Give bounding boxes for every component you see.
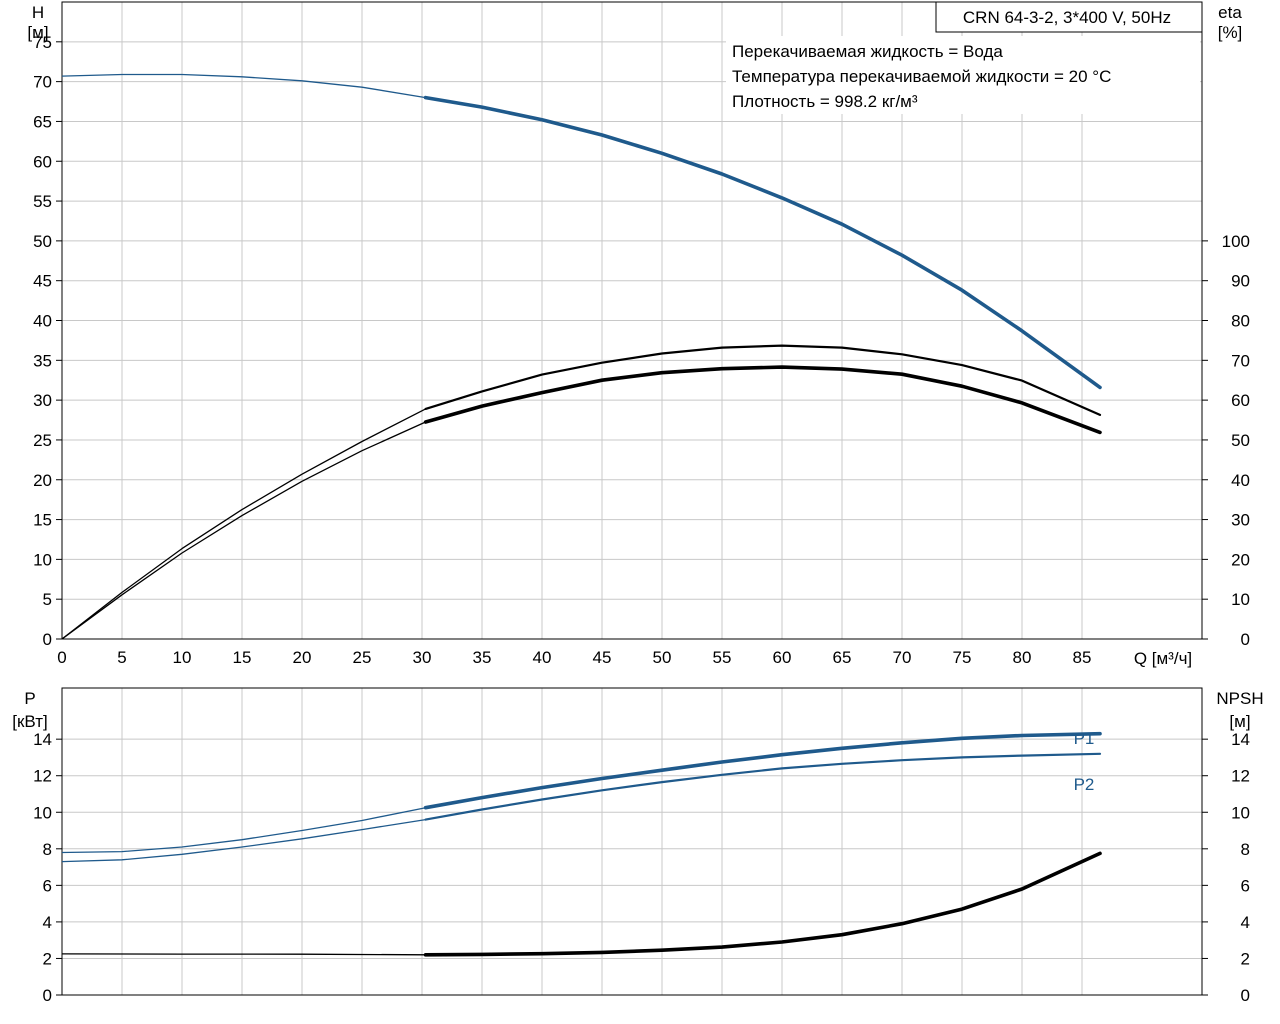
series-0-2-curve-extended	[61, 421, 426, 640]
y-left-tick-label: 35	[33, 351, 52, 370]
series-0-0-curve-operating	[423, 95, 1102, 390]
y-left-tick-label: 2	[43, 949, 52, 968]
y-left-tick-label: 30	[33, 391, 52, 410]
y-left-tick-label: 0	[43, 986, 52, 1005]
y-left-tick-label: 70	[33, 73, 52, 92]
x-tick-label: 10	[173, 648, 192, 667]
x-tick-label: 65	[833, 648, 852, 667]
y-left-tick-label: 10	[33, 803, 52, 822]
p2-curve-operating	[424, 752, 1102, 821]
p2-series-label: P2	[1074, 775, 1095, 794]
y-left-tick-label: 60	[33, 152, 52, 171]
x-tick-label: 35	[473, 648, 492, 667]
y-left-tick-label: 12	[33, 767, 52, 786]
x-axis-label: Q [м³/ч]	[1134, 649, 1192, 668]
p1-curve-operating	[423, 731, 1102, 810]
y-left-tick-label: 14	[33, 730, 52, 749]
x-tick-label: 70	[893, 648, 912, 667]
x-tick-label: 0	[57, 648, 66, 667]
y-right-tick-label: 90	[1231, 272, 1250, 291]
x-tick-label: 75	[953, 648, 972, 667]
x-tick-label: 40	[533, 648, 552, 667]
p-axis-label: P	[24, 689, 35, 708]
head-efficiency-panel: 0 5 10 15 20 25 30 35 40 45 50 55 60 65 70 75 80 85 0 5 10 15…	[27, 1, 1250, 668]
y-left-tick-label: 75	[33, 33, 52, 52]
model-title: CRN 64-3-2, 3*400 V, 50Hz	[963, 8, 1171, 27]
bottom-tick-labels: 0 2 4 6 8 10 12 14 0 2 4 6 8 10 12 14	[33, 730, 1250, 1005]
x-tick-label: 25	[353, 648, 372, 667]
y-right-tick-label: 8	[1241, 840, 1250, 859]
y-right-tick-label: 0	[1241, 630, 1250, 649]
p1-curve-extended	[61, 807, 426, 854]
y-right-tick-label: 12	[1231, 767, 1250, 786]
y-right-tick-label: 100	[1222, 232, 1250, 251]
x-tick-label: 45	[593, 648, 612, 667]
y-right-tick-label: 10	[1231, 590, 1250, 609]
y-right-tick-label: 0	[1241, 986, 1250, 1005]
y-left-tick-label: 5	[43, 590, 52, 609]
p2-curve-extended	[61, 818, 426, 863]
x-tick-label: 30	[413, 648, 432, 667]
y-left-tick-label: 65	[33, 112, 52, 131]
y-right-tick-label: 50	[1231, 431, 1250, 450]
x-tick-label: 60	[773, 648, 792, 667]
info-line-density: Плотность = 998.2 кг/м³	[732, 92, 918, 111]
y-left-tick-label: 50	[33, 232, 52, 251]
model-box	[935, 1, 1203, 33]
info-line-liquid: Перекачиваемая жидкость = Вода	[732, 42, 1003, 61]
series-0-2-curve-operating	[423, 365, 1102, 435]
bottom-series	[61, 731, 1102, 957]
p1-series-label: P1	[1074, 729, 1095, 748]
y-left-tick-label: 8	[43, 840, 52, 859]
y-right-tick-label: 20	[1231, 550, 1250, 569]
y-left-tick-label: 45	[33, 272, 52, 291]
x-tick-label: 55	[713, 648, 732, 667]
x-tick-label: 15	[233, 648, 252, 667]
series-1-2-curve-extended	[61, 953, 426, 956]
y-right-tick-label: 60	[1231, 391, 1250, 410]
y-left-tick-label: 55	[33, 192, 52, 211]
bottom-plot-frame	[61, 687, 1203, 996]
y-right-tick-label: 40	[1231, 471, 1250, 490]
y-right-tick-label: 14	[1231, 730, 1250, 749]
x-tick-label: 20	[293, 648, 312, 667]
y-left-unit: [м]	[27, 23, 48, 42]
x-tick-label: 85	[1073, 648, 1092, 667]
top-series	[61, 73, 1102, 640]
series-0-1-curve-extended	[61, 408, 426, 640]
npsh-axis-label: NPSH	[1216, 689, 1263, 708]
y-left-tick-label: 6	[43, 876, 52, 895]
y-right-tick-label: 80	[1231, 312, 1250, 331]
y-left-tick-label: 4	[43, 913, 52, 932]
y-right-tick-label: 4	[1241, 913, 1250, 932]
x-tick-label: 80	[1013, 648, 1032, 667]
y-right-tick-label: 10	[1231, 803, 1250, 822]
info-line-temperature: Температура перекачиваемой жидкости = 20…	[732, 67, 1111, 86]
series-0-1-curve-operating	[424, 344, 1102, 416]
series-1-2-curve-operating	[423, 851, 1102, 957]
y-left-tick-label: 10	[33, 550, 52, 569]
y-right-tick-label: 30	[1231, 511, 1250, 530]
info-box	[726, 36, 1200, 114]
y-left-tick-label: 15	[33, 511, 52, 530]
y-left-label: H	[32, 3, 44, 22]
y-right-label: eta	[1218, 3, 1242, 22]
y-right-tick-label: 2	[1241, 949, 1250, 968]
y-right-unit: [%]	[1218, 23, 1243, 42]
y-right-tick-label: 70	[1231, 351, 1250, 370]
x-tick-label: 50	[653, 648, 672, 667]
top-grid	[61, 2, 1202, 640]
y-left-tick-label: 0	[43, 630, 52, 649]
p-axis-unit: [кВт]	[12, 712, 47, 731]
npsh-axis-unit: [м]	[1229, 712, 1250, 731]
y-left-tick-label: 25	[33, 431, 52, 450]
series-0-0-curve-extended	[61, 73, 426, 99]
x-tick-label: 5	[117, 648, 126, 667]
y-right-tick-label: 6	[1241, 876, 1250, 895]
y-left-tick-label: 20	[33, 471, 52, 490]
y-left-tick-label: 40	[33, 312, 52, 331]
top-tick-labels: 0 5 10 15 20 25 30 35 40 45 50 55 60 65 70 75 80 85 0 5 10 15…	[33, 33, 1250, 667]
